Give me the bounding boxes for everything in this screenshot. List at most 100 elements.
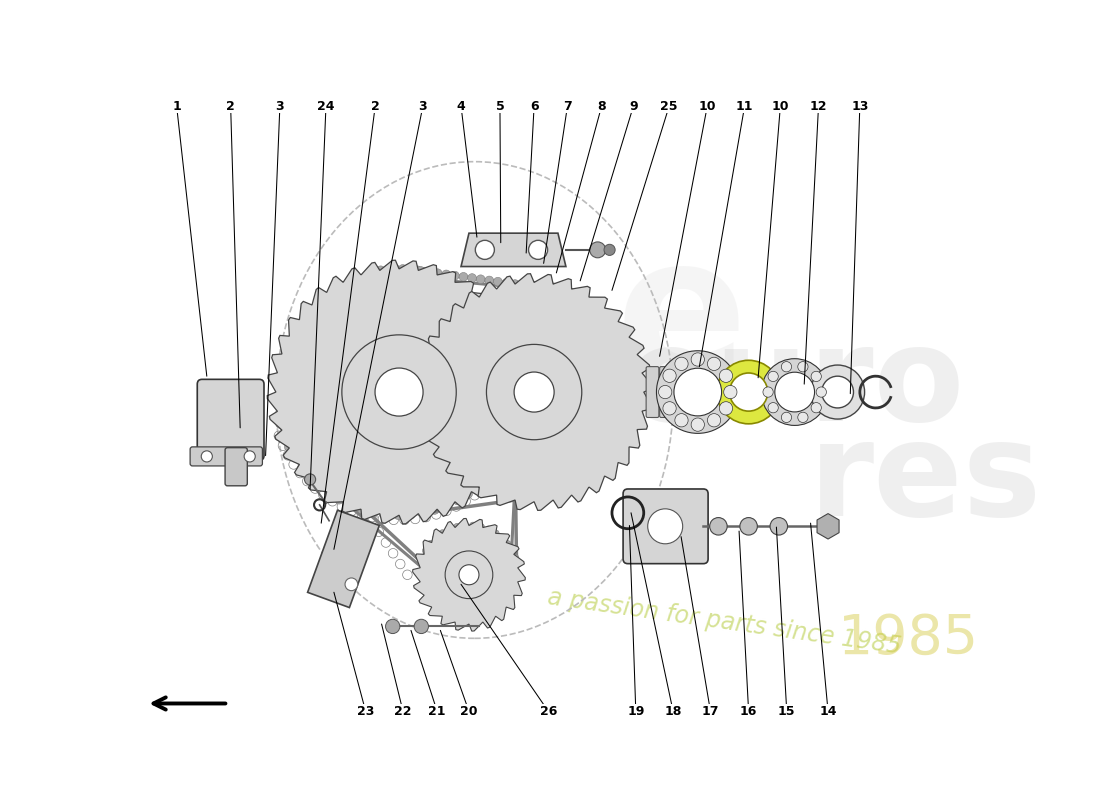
Circle shape [761, 358, 828, 426]
Text: 9: 9 [629, 99, 638, 113]
Circle shape [475, 240, 494, 259]
Circle shape [798, 362, 808, 372]
Circle shape [446, 551, 493, 598]
FancyBboxPatch shape [190, 447, 263, 466]
Circle shape [768, 402, 779, 413]
Text: 11: 11 [736, 99, 754, 113]
Text: 8: 8 [597, 99, 606, 113]
Circle shape [279, 431, 288, 440]
Circle shape [781, 362, 792, 372]
Text: 7: 7 [563, 99, 572, 113]
Circle shape [477, 523, 484, 530]
Circle shape [324, 489, 333, 498]
Circle shape [468, 274, 476, 282]
Circle shape [717, 360, 780, 424]
Circle shape [491, 465, 499, 474]
Circle shape [476, 275, 485, 284]
Circle shape [492, 530, 499, 537]
Text: 16: 16 [740, 705, 757, 718]
Text: 5: 5 [496, 99, 504, 113]
Circle shape [421, 404, 430, 413]
Circle shape [470, 522, 476, 530]
Text: 2: 2 [227, 99, 235, 113]
Circle shape [510, 280, 519, 289]
Circle shape [433, 269, 442, 278]
Circle shape [494, 278, 503, 286]
Circle shape [427, 541, 434, 547]
Circle shape [446, 526, 453, 533]
Circle shape [674, 368, 722, 416]
Circle shape [306, 473, 315, 482]
Circle shape [648, 509, 683, 544]
FancyBboxPatch shape [660, 366, 679, 418]
Circle shape [453, 496, 462, 505]
Circle shape [719, 369, 733, 382]
Circle shape [659, 386, 672, 398]
Circle shape [406, 510, 415, 519]
Text: 1985: 1985 [838, 611, 979, 666]
Text: 20: 20 [460, 705, 477, 718]
Circle shape [430, 506, 439, 514]
Circle shape [334, 495, 343, 504]
FancyBboxPatch shape [197, 379, 264, 460]
Circle shape [485, 276, 494, 285]
Circle shape [811, 402, 822, 413]
Text: 1: 1 [173, 99, 182, 113]
Circle shape [201, 451, 212, 462]
Circle shape [419, 554, 427, 562]
Circle shape [384, 265, 393, 274]
Text: 3: 3 [419, 99, 427, 113]
Text: 25: 25 [660, 99, 678, 113]
Circle shape [691, 418, 704, 431]
FancyBboxPatch shape [226, 448, 248, 486]
Circle shape [418, 509, 427, 518]
Circle shape [763, 387, 773, 397]
Text: 2: 2 [371, 99, 380, 113]
Circle shape [421, 371, 430, 380]
Text: 21: 21 [428, 705, 446, 718]
Circle shape [290, 454, 299, 462]
Text: euro: euro [625, 321, 965, 448]
Text: 22: 22 [394, 705, 411, 718]
Text: 12: 12 [810, 99, 827, 113]
Circle shape [451, 271, 459, 280]
Text: 23: 23 [358, 705, 374, 718]
Circle shape [442, 502, 451, 510]
Circle shape [816, 387, 826, 397]
Text: e: e [615, 226, 747, 414]
Circle shape [415, 619, 429, 634]
Circle shape [590, 242, 606, 258]
Text: res: res [810, 416, 1043, 543]
Polygon shape [308, 510, 380, 607]
Polygon shape [461, 233, 565, 266]
Text: 14: 14 [820, 705, 837, 718]
Circle shape [432, 534, 440, 542]
Circle shape [390, 265, 399, 274]
Circle shape [486, 344, 582, 440]
Circle shape [719, 402, 733, 415]
Circle shape [529, 240, 548, 259]
Text: 3: 3 [276, 99, 284, 113]
Polygon shape [817, 514, 839, 539]
Circle shape [425, 268, 433, 276]
Circle shape [345, 578, 358, 590]
Circle shape [768, 371, 779, 382]
Circle shape [498, 454, 507, 463]
Circle shape [798, 412, 808, 422]
Text: 4: 4 [456, 99, 465, 113]
Circle shape [663, 402, 676, 415]
Circle shape [376, 266, 385, 274]
Circle shape [508, 547, 516, 554]
Circle shape [382, 510, 390, 519]
Circle shape [420, 398, 429, 406]
Circle shape [394, 511, 403, 519]
Circle shape [370, 267, 377, 276]
Circle shape [516, 409, 525, 418]
Circle shape [504, 541, 512, 547]
Text: 18: 18 [664, 705, 682, 718]
Circle shape [710, 518, 727, 535]
Circle shape [770, 518, 788, 535]
Circle shape [459, 565, 478, 585]
Circle shape [674, 414, 689, 427]
FancyBboxPatch shape [623, 489, 708, 564]
